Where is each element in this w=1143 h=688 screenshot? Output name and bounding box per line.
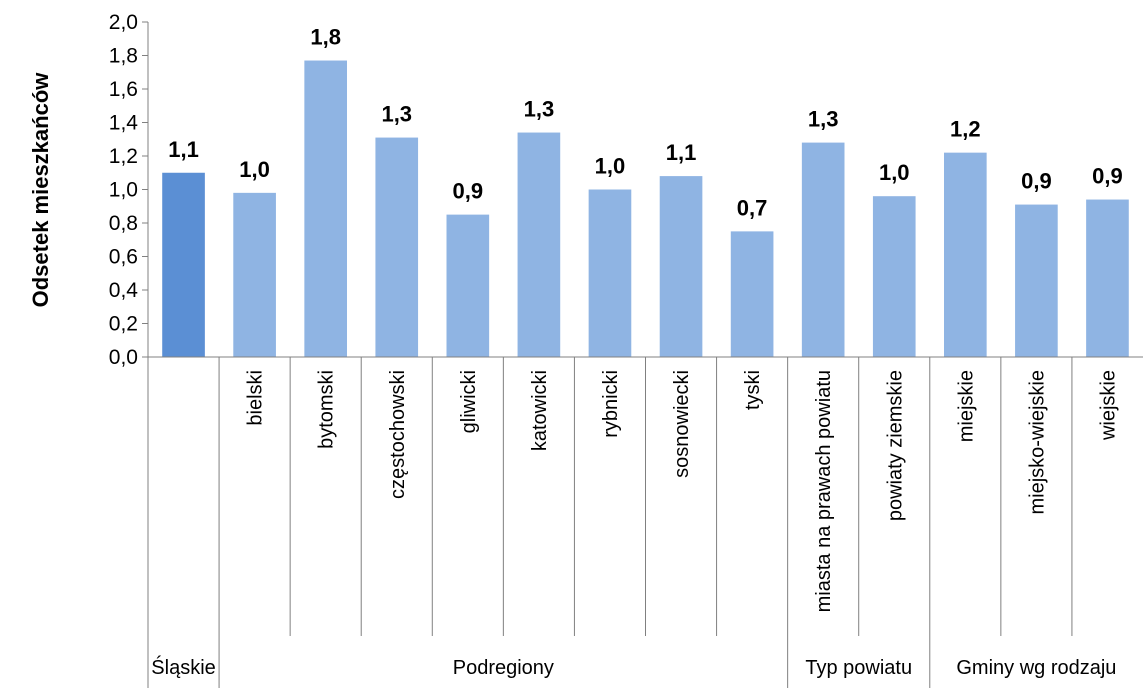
bar <box>233 193 276 357</box>
data-label: 0,7 <box>737 195 768 220</box>
bars <box>162 61 1129 357</box>
category-label: częstochowski <box>387 370 409 499</box>
y-tick-label: 0,0 <box>109 346 138 369</box>
bar <box>660 176 703 357</box>
category-label: tyski <box>742 370 764 410</box>
group-label: Typ powiatu <box>805 657 912 679</box>
bar <box>375 138 418 357</box>
data-label: 1,0 <box>595 154 626 179</box>
bar <box>944 153 987 357</box>
category-label: katowicki <box>529 370 551 451</box>
bar <box>802 143 845 357</box>
y-tick-label: 0,6 <box>109 246 138 269</box>
y-tick-label: 2,0 <box>109 11 138 34</box>
category-labels: bielski bytomski częstochowski gliwicki kato… <box>245 370 1120 612</box>
category-label: bytomski <box>316 370 338 449</box>
y-tick-label: 1,6 <box>109 78 138 101</box>
group-label: Śląskie <box>151 655 215 679</box>
data-label: 1,1 <box>666 140 697 165</box>
group-labels: Śląskie Podregiony Typ powiatu Gminy wg rod… <box>151 655 1116 679</box>
bar <box>731 231 774 357</box>
group-label: Gminy wg rodzaju <box>956 657 1116 679</box>
data-label: 0,9 <box>453 179 484 204</box>
data-label: 0,9 <box>1092 164 1123 189</box>
bar <box>1015 205 1058 357</box>
bar <box>162 173 205 357</box>
y-tick-label: 0,2 <box>109 313 138 336</box>
category-label: gliwicki <box>458 370 480 433</box>
y-tick-label: 1,4 <box>109 112 139 135</box>
y-tick-label: 0,8 <box>109 212 138 235</box>
category-label: bielski <box>245 370 267 426</box>
y-axis-title: Odsetek mieszkańców <box>28 72 53 308</box>
category-label: powiaty ziemskie <box>884 370 906 521</box>
data-label: 1,3 <box>808 107 839 132</box>
data-label: 1,0 <box>239 157 270 182</box>
bar <box>589 190 632 358</box>
group-label: Podregiony <box>453 657 554 679</box>
data-label: 0,9 <box>1021 169 1052 194</box>
y-tick-label: 0,4 <box>109 279 139 302</box>
bar <box>447 215 490 357</box>
bar <box>304 61 347 357</box>
bar <box>518 133 561 357</box>
y-tick-label: 1,2 <box>109 145 138 168</box>
y-tick-label: 1,8 <box>109 45 138 68</box>
bar <box>1086 200 1129 357</box>
data-label: 1,1 <box>168 137 199 162</box>
category-label: miejsko-wiejskie <box>1026 370 1048 514</box>
data-label: 1,8 <box>310 25 341 50</box>
bar <box>873 196 916 357</box>
category-label: sosnowiecki <box>671 370 693 478</box>
category-label: wiejskie <box>1097 370 1119 441</box>
axes <box>148 22 1143 688</box>
data-label: 1,3 <box>381 102 412 127</box>
data-label: 1,3 <box>524 97 555 122</box>
data-label: 1,2 <box>950 117 981 142</box>
category-label: miejskie <box>955 370 977 442</box>
y-tick-label: 1,0 <box>109 179 138 202</box>
data-label: 1,0 <box>879 160 910 185</box>
category-label: miasta na prawach powiatu <box>813 370 835 612</box>
y-axis-ticks: 0,0 0,2 0,4 0,6 0,8 1,0 1,2 1,4 1,6 1,8 2,0 <box>109 11 148 369</box>
category-label: rybnicki <box>600 370 622 438</box>
